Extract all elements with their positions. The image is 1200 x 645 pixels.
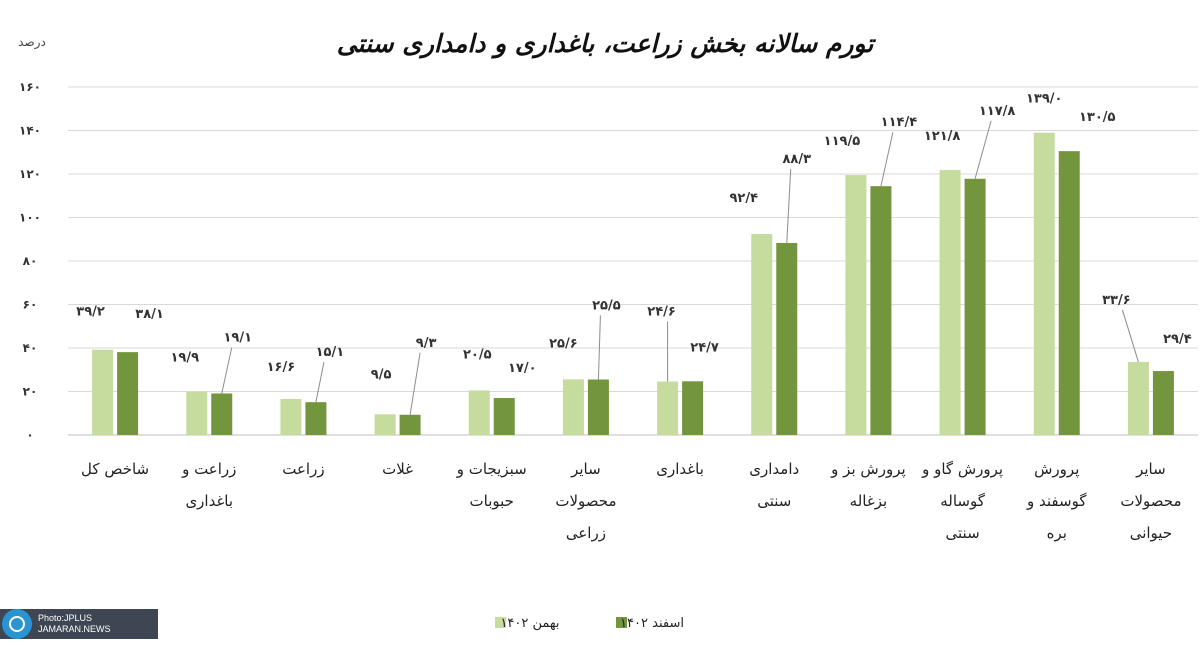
bar-bahman: [186, 391, 208, 435]
y-tick-label: ۸۰: [23, 254, 38, 268]
legend-swatch: [495, 617, 506, 628]
bar-esfand: [870, 186, 892, 435]
bar-esfand: [1152, 371, 1174, 435]
y-tick-label: ۲۰: [23, 385, 38, 399]
bar-bahman: [280, 398, 302, 435]
y-axis-unit: درصد: [18, 35, 46, 50]
data-label: ۳۸/۱: [135, 307, 164, 322]
category-label: شاخص کل: [81, 460, 149, 478]
y-tick-label: ۱۴۰: [19, 124, 41, 138]
bar-esfand: [776, 242, 798, 435]
label-leader-line: [597, 315, 601, 380]
gridlines: [68, 86, 1198, 436]
data-label: ۲۰/۵: [463, 347, 492, 362]
bar-esfand: [964, 178, 986, 435]
data-label: ۲۴/۶: [647, 304, 676, 319]
data-label: ۲۵/۶: [549, 336, 578, 351]
data-label: ۱۲۱/۸: [924, 129, 961, 144]
bar-esfand: [305, 402, 327, 435]
bar-esfand: [399, 414, 421, 435]
bar-bahman: [468, 390, 490, 435]
category-label: باغداری: [656, 460, 704, 478]
data-label: ۲۴/۷: [690, 340, 719, 355]
category-label: غلات: [382, 460, 413, 478]
watermark-site: JAMARAN.NEWS: [38, 624, 111, 634]
label-leader-line: [409, 352, 421, 415]
bar-bahman: [657, 381, 679, 435]
category-label: سبزیجات و حبوبات: [456, 460, 527, 510]
data-label: ۳۳/۶: [1102, 293, 1131, 308]
bar-esfand: [117, 352, 139, 435]
data-label: ۱۹/۱: [223, 330, 252, 345]
data-label: ۸۸/۳: [782, 152, 811, 167]
category-label: پرورش گاو و گوساله سنتی: [921, 460, 1003, 542]
bar-bahman: [562, 379, 584, 435]
data-label: ۳۹/۲: [76, 305, 105, 320]
bar-bahman: [92, 349, 114, 435]
data-label: ۹۲/۴: [729, 191, 758, 206]
data-label: ۱۶/۶: [267, 360, 296, 375]
label-leader-line: [221, 347, 233, 394]
data-label: ۹/۳: [416, 336, 437, 351]
legend-swatch: [616, 617, 627, 628]
data-label: ۱۳۰/۵: [1079, 110, 1116, 125]
bar-bahman: [845, 175, 867, 435]
legend-label: اسفند ۱۴۰۲: [620, 616, 684, 631]
legend: اسفند ۱۴۰۲ بهمن ۱۴۰۲: [495, 616, 684, 631]
label-leader-line: [786, 168, 792, 243]
chart-title: تورم سالانه بخش زراعت، باغداری و دامداری…: [337, 29, 877, 59]
y-tick-label: ۶۰: [23, 298, 38, 312]
category-label: پرورش گوسفند و بره: [1026, 460, 1087, 542]
label-leader-line: [974, 120, 992, 179]
label-leader-line: [315, 362, 325, 403]
legend-label: بهمن ۱۴۰۲: [500, 616, 559, 631]
data-label: ۲۹/۴: [1163, 332, 1192, 347]
y-tick-label: ۱۶۰: [19, 80, 41, 94]
bar-esfand: [211, 393, 233, 435]
data-labels: ۳۹/۲ ۳۸/۱ ۱۹/۹ ۱۹/۱ ۱۶/۶ ۱۵/۱ ۹/۵ ۹/۳ ۲۰/۵ ۱۷/۰ ۲۵…: [76, 92, 1192, 415]
bars: [92, 132, 1174, 436]
data-label: ۱۷/۰: [508, 361, 537, 376]
category-label: دامداری سنتی: [749, 460, 799, 510]
data-label: ۱۳۹/۰: [1026, 92, 1063, 107]
bar-esfand: [493, 398, 515, 435]
data-label: ۱۱۷/۸: [979, 104, 1016, 119]
bar-esfand: [1058, 151, 1080, 435]
watermark-credit: Photo:JPLUS: [38, 613, 93, 623]
data-label: ۹/۵: [371, 367, 392, 382]
bar-esfand: [587, 379, 609, 435]
y-tick-label: ۱۰۰: [19, 211, 41, 225]
bar-bahman: [939, 170, 961, 435]
label-leader-line: [1121, 309, 1139, 363]
y-tick-label: ۱۲۰: [19, 167, 41, 181]
label-leader-line: [880, 132, 894, 187]
bar-bahman: [1127, 361, 1149, 435]
category-label: پرورش بز و بزغاله: [830, 460, 905, 510]
jamaran-logo-icon: [2, 609, 32, 639]
photo-credit-watermark: Photo:JPLUS JAMARAN.NEWS: [0, 609, 158, 639]
data-label: ۱۵/۱: [316, 345, 345, 360]
category-label: زراعت و باغداری: [181, 460, 236, 510]
bar-esfand: [682, 381, 704, 435]
y-tick-label: ۴۰: [23, 341, 38, 355]
y-tick-label: ۰: [26, 428, 33, 442]
data-label: ۱۱۴/۴: [881, 115, 918, 130]
data-label: ۱۱۹/۵: [824, 134, 861, 149]
category-label: سایر محصولات زراعی: [555, 460, 616, 542]
bar-bahman: [374, 414, 396, 435]
category-label: زراعت: [282, 460, 324, 478]
bar-bahman: [1033, 132, 1055, 436]
data-label: ۲۵/۵: [592, 299, 621, 314]
bar-bahman: [751, 234, 773, 435]
data-label: ۱۹/۹: [170, 351, 199, 366]
y-axis-ticks: ۰ ۲۰ ۴۰ ۶۰ ۸۰ ۱۰۰ ۱۲۰ ۱۴۰ ۱۶۰: [19, 80, 41, 442]
category-label: سایر محصولات حیوانی: [1120, 460, 1181, 542]
